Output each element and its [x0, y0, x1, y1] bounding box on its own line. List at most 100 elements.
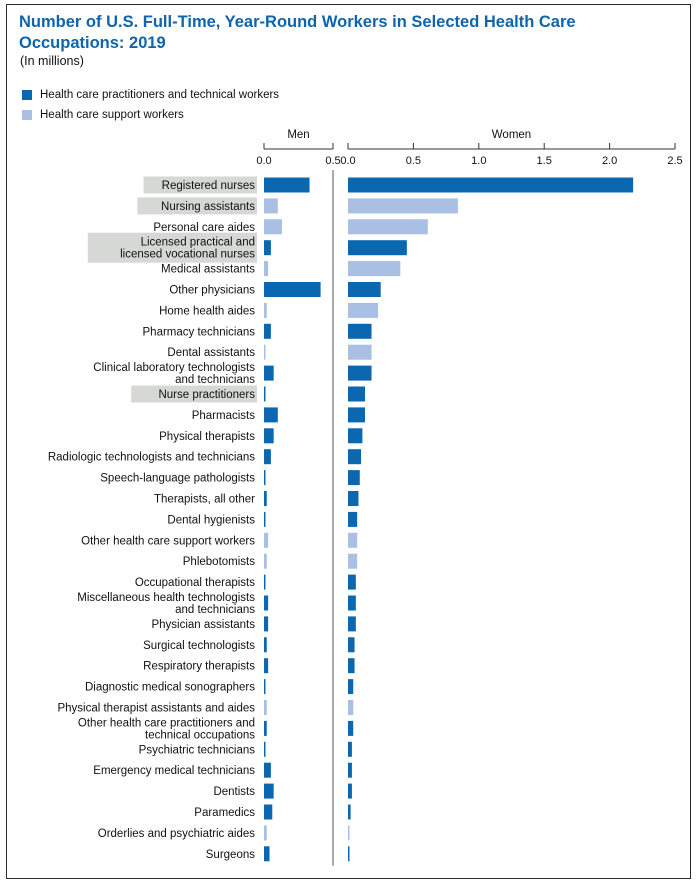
tick-label-women-5: 2.5 [667, 155, 682, 167]
label-highlight-0 [143, 176, 257, 194]
bar-men-26 [264, 720, 267, 736]
category-label-13: Radiologic technologists and technicians [48, 452, 255, 464]
category-label-line: Nurse practitioners [158, 389, 255, 401]
category-label-line: Home health aides [159, 305, 255, 317]
bar-men-20 [264, 595, 269, 611]
bar-men-21 [264, 616, 269, 632]
tick-label-women-0: 0.0 [340, 155, 355, 167]
bar-men-3 [264, 240, 271, 256]
category-label-line: Surgical technologists [143, 640, 255, 652]
category-label-line: Psychiatric technicians [139, 744, 256, 756]
bar-women-19 [348, 574, 356, 590]
category-label-1: Nursing assistants [161, 201, 255, 213]
legend-item-practitioners: Health care practitioners and technical … [22, 89, 279, 101]
bar-men-13 [264, 449, 271, 465]
chart-subtitle: (In millions) [20, 54, 84, 68]
bar-women-5 [348, 282, 381, 297]
category-label-line: Other health care support workers [81, 535, 255, 547]
category-label-line: Registered nurses [162, 180, 256, 192]
bar-men-10 [264, 386, 266, 402]
bar-men-16 [264, 511, 266, 527]
category-label-20: Miscellaneous health technologists and te… [77, 592, 255, 616]
category-label-line: Pharmacists [192, 410, 256, 422]
bar-women-24 [348, 679, 354, 695]
category-label-line: Medical assistants [161, 264, 255, 276]
category-label-2: Personal care aides [153, 222, 255, 234]
bar-women-25 [348, 700, 354, 715]
tick-label-women-1: 0.5 [406, 155, 421, 167]
bar-women-15 [348, 491, 359, 506]
category-label-3: Licensed practical and licensed vocationa… [120, 237, 255, 261]
bar-men-6 [264, 302, 267, 318]
bar-men-29 [264, 783, 274, 799]
bar-women-16 [348, 511, 358, 527]
bar-men-27 [264, 741, 266, 757]
category-label-line: Therapists, all other [154, 494, 255, 506]
bar-men-11 [264, 407, 278, 423]
panel-title-men: Men [287, 129, 309, 141]
category-label-25: Physical therapist assistants and aides [57, 703, 255, 715]
bar-men-2 [264, 219, 282, 235]
category-label-line: Radiologic technologists and technicians [48, 452, 255, 464]
category-label-14: Speech-language pathologists [100, 473, 255, 485]
category-label-line: Licensed practical and [141, 237, 255, 249]
bar-men-17 [264, 532, 269, 548]
category-label-8: Dental assistants [167, 347, 255, 359]
bar-men-28 [264, 762, 271, 778]
bar-men-8 [264, 344, 266, 360]
category-label-21: Physician assistants [151, 619, 255, 631]
category-label-line: Personal care aides [153, 222, 255, 234]
category-label-28: Emergency medical technicians [93, 765, 255, 777]
bar-men-14 [264, 470, 266, 486]
category-label-12: Physical therapists [159, 431, 255, 443]
bar-men-24 [264, 679, 266, 695]
bar-women-4 [348, 261, 401, 277]
bar-women-8 [348, 344, 372, 360]
legend-item-support: Health care support workers [22, 109, 184, 121]
legend-label-support: Health care support workers [40, 109, 184, 121]
category-label-31: Orderlies and psychiatric aides [98, 828, 255, 840]
category-label-line: Dentists [213, 786, 255, 798]
category-label-0: Registered nurses [162, 180, 256, 192]
category-label-line: and technicians [175, 604, 255, 616]
category-label-line: Other health care practitioners and [78, 717, 255, 729]
category-label-15: Therapists, all other [154, 494, 255, 506]
legend-swatch-practitioners [22, 90, 32, 100]
category-label-23: Respiratory therapists [143, 661, 255, 673]
category-label-line: Orderlies and psychiatric aides [98, 828, 255, 840]
tick-label-women-2: 1.0 [471, 155, 486, 167]
legend-swatch-support [22, 110, 32, 120]
category-label-24: Diagnostic medical sonographers [85, 682, 255, 694]
bar-women-28 [348, 762, 352, 778]
category-label-line: Pharmacy technicians [143, 326, 256, 338]
label-highlight-3 [87, 232, 257, 263]
category-label-6: Home health aides [159, 305, 255, 317]
category-label-line: Respiratory therapists [143, 661, 255, 673]
category-label-line: Physical therapists [159, 431, 255, 443]
bar-men-32 [264, 846, 270, 862]
bar-women-9 [348, 365, 372, 381]
bar-women-6 [348, 302, 379, 318]
category-label-10: Nurse practitioners [158, 389, 255, 401]
bar-men-4 [264, 261, 269, 277]
bar-women-14 [348, 470, 360, 486]
legend-label-practitioners: Health care practitioners and technical … [40, 89, 280, 101]
bar-men-25 [264, 700, 267, 715]
bar-women-29 [348, 783, 352, 799]
category-label-line: Miscellaneous health technologists [77, 592, 255, 604]
bar-men-1 [264, 198, 278, 214]
category-label-16: Dental hygienists [167, 514, 255, 526]
bar-women-32 [348, 846, 350, 862]
category-label-22: Surgical technologists [143, 640, 255, 652]
bar-women-10 [348, 386, 366, 402]
category-label-line: Dental assistants [167, 347, 255, 359]
bar-men-30 [264, 804, 273, 820]
label-highlight-10 [131, 385, 257, 403]
bar-men-5 [264, 282, 321, 297]
bar-women-31 [348, 825, 350, 841]
category-label-19: Occupational therapists [135, 577, 255, 589]
tick-label-women-3: 1.5 [537, 155, 552, 167]
category-label-line: Phlebotomists [183, 556, 255, 568]
category-label-line: Dental hygienists [167, 514, 255, 526]
